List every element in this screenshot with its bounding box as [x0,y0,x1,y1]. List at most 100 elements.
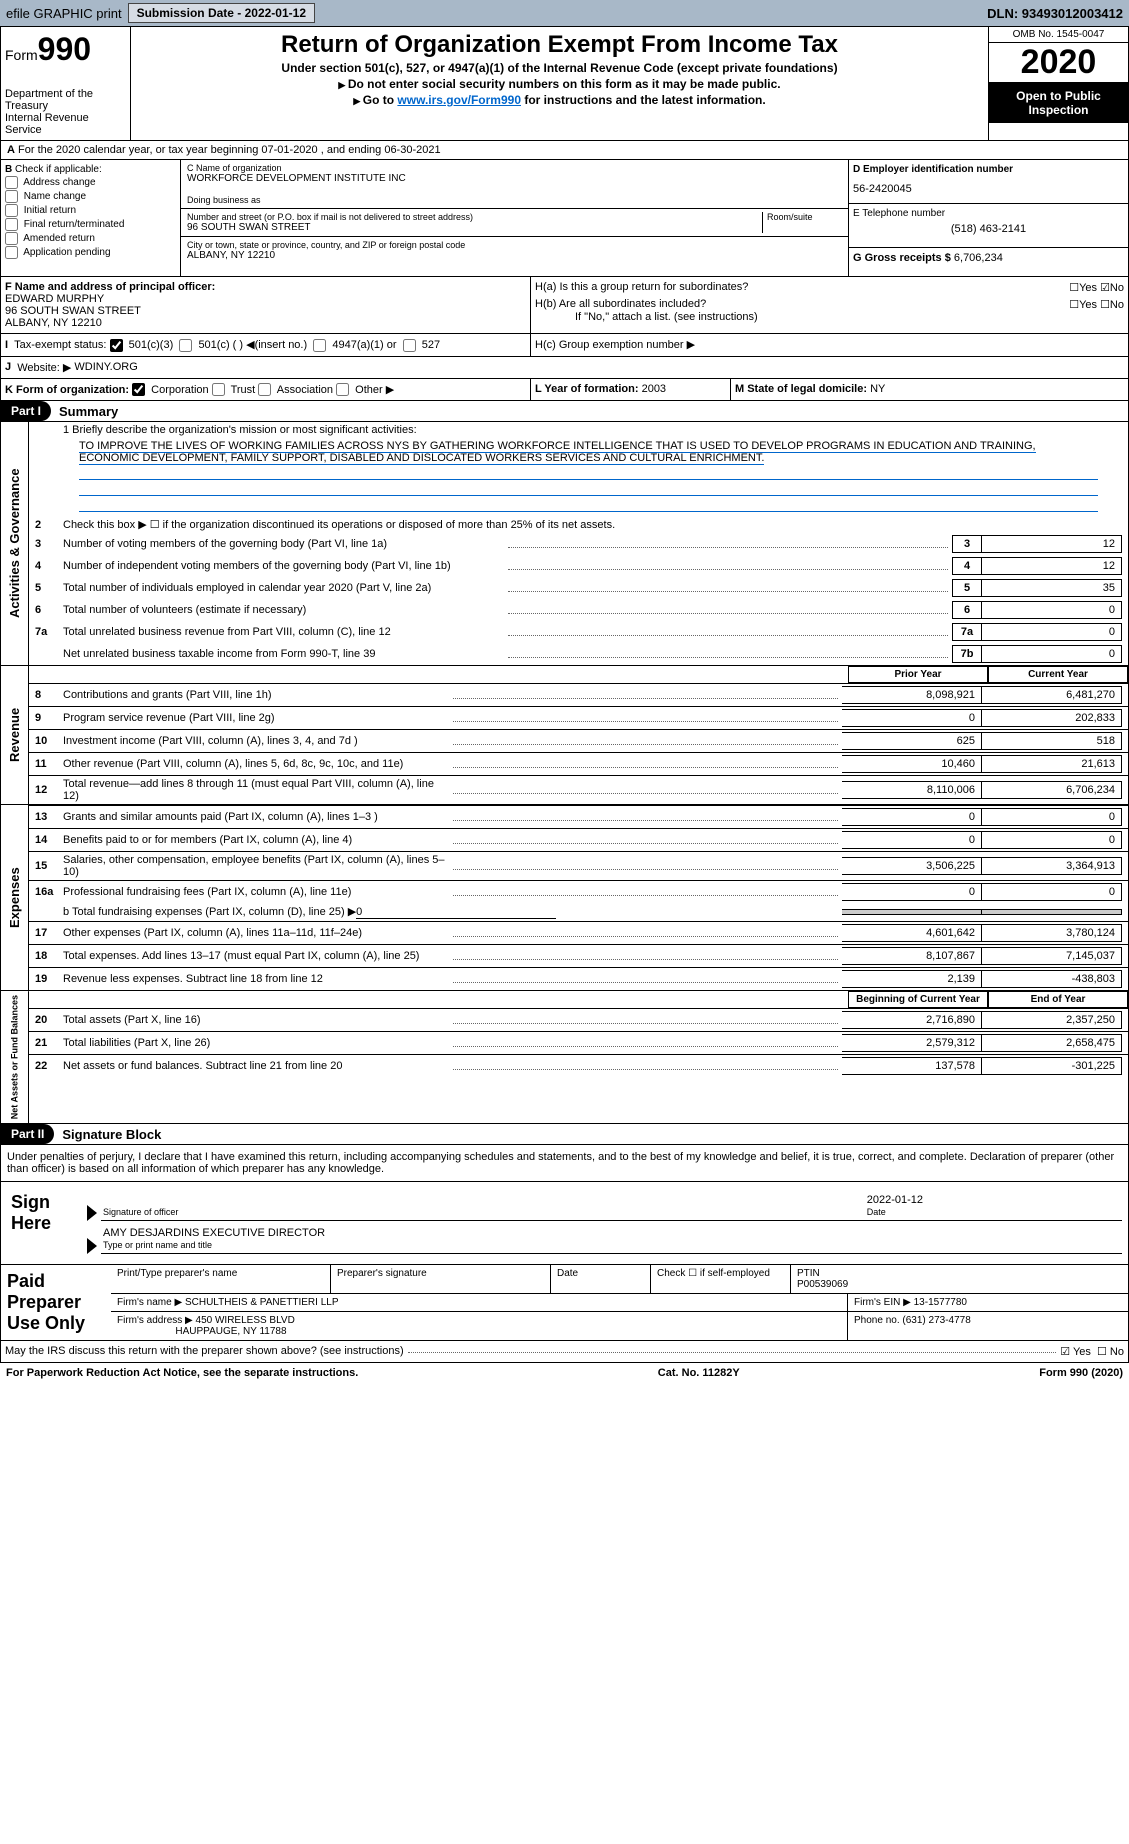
tax-year: 2020 [989,43,1128,83]
chk-initial-return[interactable]: Initial return [5,204,176,217]
chk-527[interactable]: 527 [403,339,440,351]
officer-name: EDWARD MURPHY [5,293,104,305]
year-formation: 2003 [642,383,666,395]
firm-phone-cell: Phone no. (631) 273-4778 [848,1312,1128,1340]
chk-address-change[interactable]: Address change [5,176,176,189]
subhead-2: Do not enter social security numbers on … [139,77,980,91]
firm-name-cell: Firm's name ▶ SCHULTHEIS & PANETTIERI LL… [111,1294,848,1311]
sign-here-label: Sign Here [1,1182,81,1264]
form-header: Form990 Department of the Treasury Inter… [0,26,1129,141]
ptin-cell: PTINP00539069 [791,1265,1128,1293]
chk-trust[interactable]: Trust [212,384,256,396]
pra-notice: For Paperwork Reduction Act Notice, see … [6,1367,358,1379]
ha-label: H(a) Is this a group return for subordin… [535,281,748,294]
c-name-label: C Name of organization [187,163,842,173]
chk-final-return[interactable]: Final return/terminated [5,218,176,231]
open-to-public: Open to Public Inspection [989,83,1128,123]
mission-q: 1 Briefly describe the organization's mi… [63,424,1122,436]
ein-label: D Employer identification number [853,164,1124,175]
line-16b: b Total fundraising expenses (Part IX, c… [63,905,842,919]
website-value: WDINY.ORG [74,361,137,374]
website-row: J Website: ▶ WDINY.ORG [0,357,1129,379]
street-label: Number and street (or P.O. box if mail i… [187,212,762,222]
city-label: City or town, state or province, country… [187,240,842,250]
col-prior: Prior Year [848,666,988,683]
phone-label: E Telephone number [853,208,1124,219]
form-ref: Form 990 (2020) [1039,1367,1123,1379]
part1-bar: Part I [1,401,51,421]
discuss-row: May the IRS discuss this return with the… [0,1341,1129,1363]
col-begin: Beginning of Current Year [848,991,988,1008]
chk-application-pending[interactable]: Application pending [5,246,176,259]
period-row: A For the 2020 calendar year, or tax yea… [0,141,1129,160]
h-note: If "No," attach a list. (see instruction… [575,311,1124,323]
officer-addr2: ALBANY, NY 12210 [5,317,102,329]
expenses-tab: Expenses [1,805,29,990]
firm-ein-cell: Firm's EIN ▶ 13-1577780 [848,1294,1128,1311]
chk-other[interactable]: Other ▶ [336,384,394,396]
check-b-column: B Check if applicable: Address change Na… [1,160,181,276]
footer: For Paperwork Reduction Act Notice, see … [0,1363,1129,1383]
dln-label: DLN: 93493012003412 [987,6,1123,21]
part1-title: Summary [51,404,118,419]
revenue-section: Revenue Prior YearCurrent Year 8Contribu… [0,666,1129,805]
subhead-1: Under section 501(c), 527, or 4947(a)(1)… [139,61,980,75]
part2-title: Signature Block [54,1127,161,1142]
street-value: 96 SOUTH SWAN STREET [187,222,762,233]
hb-answer[interactable]: ☐Yes ☐No [1069,298,1124,311]
sign-arrow-icon [87,1205,97,1221]
paid-preparer-block: Paid Preparer Use Only Print/Type prepar… [0,1265,1129,1341]
discuss-answer[interactable]: ☑ Yes ☐ No [1060,1345,1124,1358]
part1-header: Part I Summary [0,401,1129,422]
chk-corporation[interactable]: Corporation [132,384,209,396]
officer-signature[interactable]: Signature of officer [101,1192,865,1221]
chk-amended-return[interactable]: Amended return [5,232,176,245]
topbar: efile GRAPHIC print Submission Date - 20… [0,0,1129,26]
netassets-tab: Net Assets or Fund Balances [1,991,29,1123]
omb-number: OMB No. 1545-0047 [989,27,1128,43]
form-number: Form990 [5,31,126,68]
form-title: Return of Organization Exempt From Incom… [139,31,980,59]
sign-arrow-icon [87,1238,97,1254]
subhead-3: Go to www.irs.gov/Form990 for instructio… [139,93,980,107]
chk-name-change[interactable]: Name change [5,190,176,203]
governance-section: Activities & Governance 1 Briefly descri… [0,422,1129,666]
col-current: Current Year [988,666,1128,683]
tax-exempt-row: I Tax-exempt status: 501(c)(3) 501(c) ( … [0,334,1129,357]
sign-here-block: Sign Here Signature of officer 2022-01-1… [0,1182,1129,1265]
cat-no: Cat. No. 11282Y [658,1367,740,1379]
ha-answer[interactable]: ☐Yes ☑No [1069,281,1124,294]
firm-addr-cell: Firm's address ▶ 450 WIRELESS BLVD HAUPP… [111,1312,848,1340]
preparer-sig-cell: Preparer's signature [331,1265,551,1293]
irs-link[interactable]: www.irs.gov/Form990 [397,93,521,107]
chk-501c[interactable]: 501(c) ( ) ◀(insert no.) [179,339,307,351]
governance-tab: Activities & Governance [1,422,29,665]
sign-date: 2022-01-12Date [865,1192,1122,1221]
city-value: ALBANY, NY 12210 [187,250,842,261]
preparer-date-cell: Date [551,1265,651,1293]
chk-501c3[interactable]: 501(c)(3) [110,339,174,351]
mission-text: TO IMPROVE THE LIVES OF WORKING FAMILIES… [29,438,1128,516]
col-end: End of Year [988,991,1128,1008]
chk-association[interactable]: Association [258,384,333,396]
ein-value: 56-2420045 [853,183,1124,195]
expenses-section: Expenses 13Grants and similar amounts pa… [0,805,1129,991]
dba-label: Doing business as [187,195,842,205]
chk-4947[interactable]: 4947(a)(1) or [313,339,396,351]
officer-h-row: F Name and address of principal officer:… [0,277,1129,334]
part2-header: Part II Signature Block [0,1124,1129,1145]
org-name: WORKFORCE DEVELOPMENT INSTITUTE INC [187,173,842,184]
room-label: Room/suite [767,212,842,222]
paid-preparer-label: Paid Preparer Use Only [1,1265,111,1340]
revenue-tab: Revenue [1,666,29,804]
preparer-name-cell: Print/Type preparer's name [111,1265,331,1293]
self-employed-cell[interactable]: Check ☐ if self-employed [651,1265,791,1293]
dept-label: Department of the Treasury Internal Reve… [5,88,126,136]
hc-label: H(c) Group exemption number ▶ [531,334,1128,356]
submission-date-button[interactable]: Submission Date - 2022-01-12 [128,3,315,23]
state-domicile: NY [870,383,885,395]
officer-printed-name: AMY DESJARDINS EXECUTIVE DIRECTORType or… [101,1225,1122,1254]
entity-block: B Check if applicable: Address change Na… [0,160,1129,277]
netassets-section: Net Assets or Fund Balances Beginning of… [0,991,1129,1124]
efile-label: efile GRAPHIC print [6,6,122,21]
